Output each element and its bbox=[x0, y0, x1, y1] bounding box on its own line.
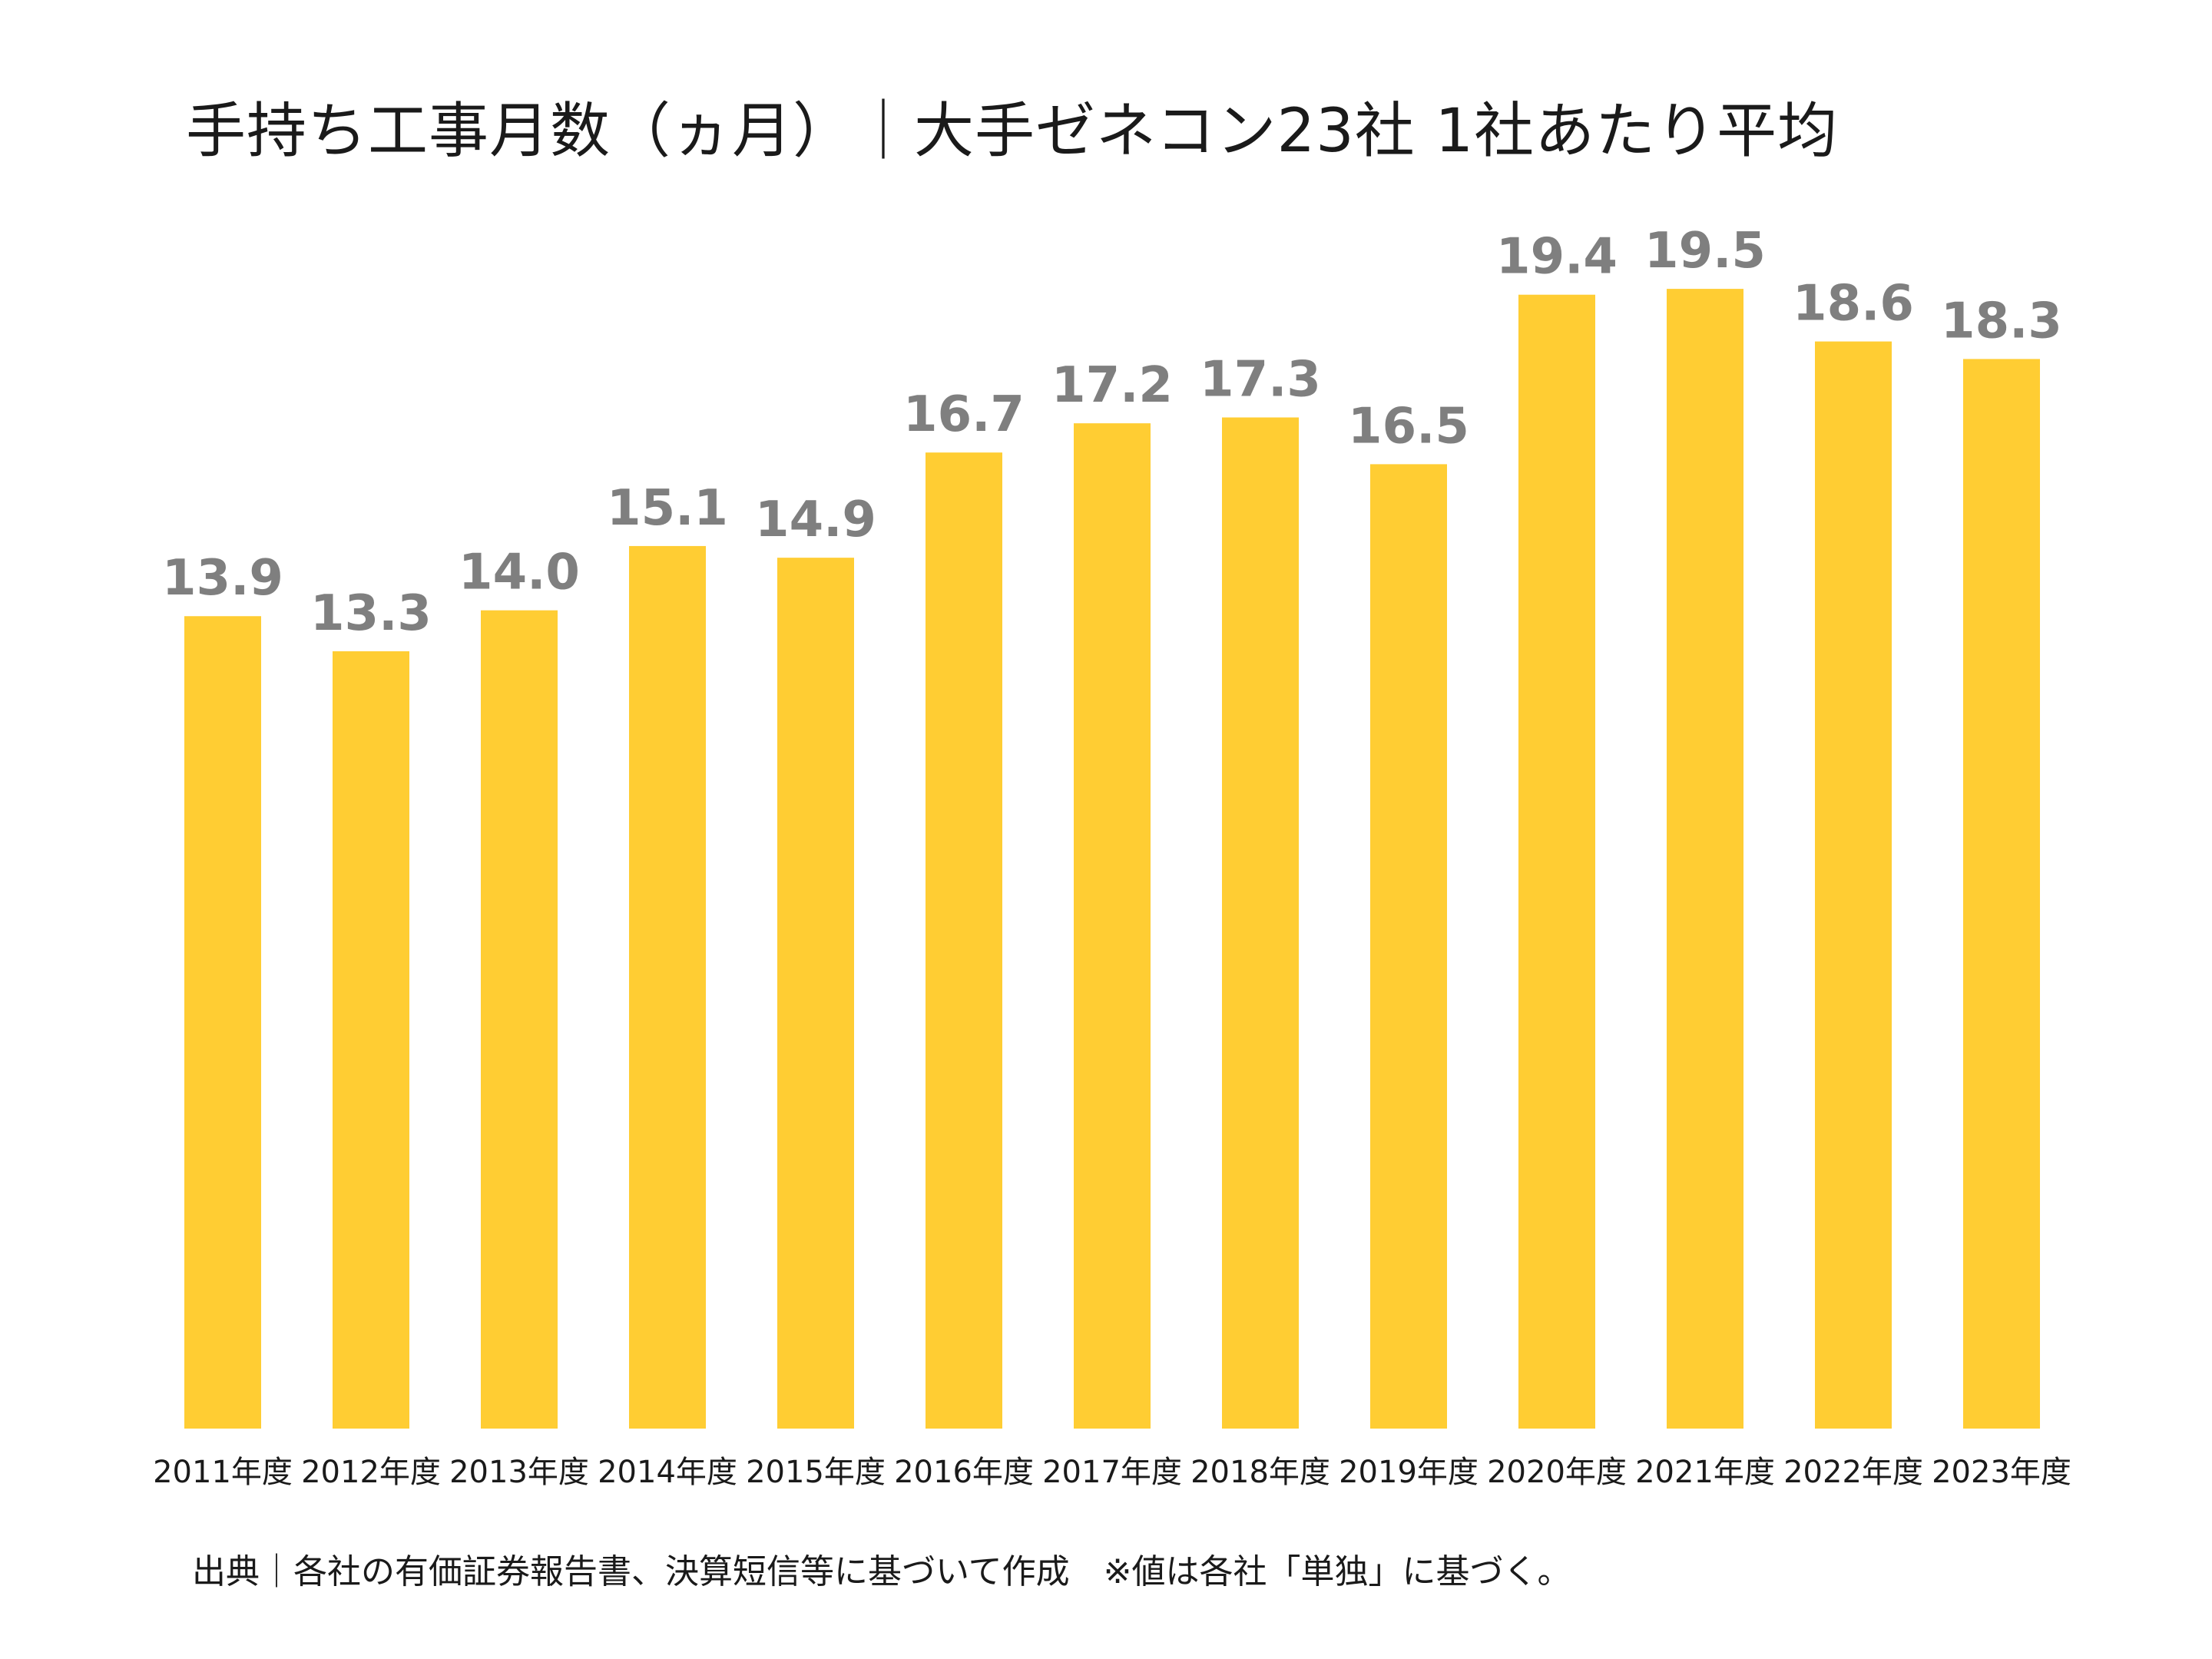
data-label: 18.6 bbox=[1793, 276, 1914, 333]
data-label: 14.9 bbox=[755, 492, 876, 548]
x-tick-label: 2011年度 bbox=[153, 1455, 293, 1490]
bar-2011年度 bbox=[184, 616, 261, 1429]
data-label: 17.2 bbox=[1051, 357, 1173, 414]
x-tick-label: 2022年度 bbox=[1783, 1455, 1923, 1490]
data-label: 14.0 bbox=[459, 545, 580, 601]
data-label: 16.7 bbox=[903, 386, 1025, 443]
x-tick-label: 2013年度 bbox=[449, 1455, 589, 1490]
data-label: 18.3 bbox=[1941, 293, 2062, 349]
bar-2021年度 bbox=[1667, 289, 1743, 1429]
data-label: 16.5 bbox=[1348, 398, 1469, 455]
bar-2023年度 bbox=[1963, 359, 2040, 1429]
x-tick-label: 2020年度 bbox=[1487, 1455, 1627, 1490]
bar-2013年度 bbox=[481, 610, 558, 1429]
chart-title: 手持ち工事月数（ヵ月）｜大手ゼネコン23社 1社あたり平均 bbox=[186, 97, 1839, 166]
bar-2014年度 bbox=[629, 545, 706, 1429]
x-tick-label: 2019年度 bbox=[1339, 1455, 1479, 1490]
x-tick-label: 2023年度 bbox=[1932, 1455, 2071, 1490]
x-tick-label: 2021年度 bbox=[1635, 1455, 1775, 1490]
bar-2018年度 bbox=[1222, 417, 1299, 1429]
data-label: 19.5 bbox=[1644, 223, 1766, 280]
data-label: 15.1 bbox=[607, 480, 728, 537]
bar-2015年度 bbox=[777, 558, 854, 1429]
bar-2017年度 bbox=[1074, 423, 1151, 1429]
x-tick-label: 2015年度 bbox=[746, 1455, 886, 1490]
data-label: 19.4 bbox=[1496, 229, 1618, 286]
bar-2016年度 bbox=[926, 452, 1002, 1429]
x-tick-label: 2014年度 bbox=[598, 1455, 737, 1490]
bar-2020年度 bbox=[1518, 294, 1595, 1429]
chart-footnote: 出典｜各社の有価証券報告書、決算短信等に基づいて作成 ※値は各社「単独」に基づく… bbox=[192, 1552, 1571, 1591]
bar-2022年度 bbox=[1815, 341, 1892, 1429]
x-tick-label: 2016年度 bbox=[894, 1455, 1034, 1490]
x-tick-label: 2012年度 bbox=[301, 1455, 441, 1490]
bar-2012年度 bbox=[333, 651, 409, 1429]
x-tick-label: 2017年度 bbox=[1042, 1455, 1182, 1490]
data-label: 13.9 bbox=[162, 550, 283, 607]
x-tick-label: 2018年度 bbox=[1190, 1455, 1330, 1490]
bar-2019年度 bbox=[1370, 464, 1447, 1429]
data-label: 13.3 bbox=[310, 585, 432, 642]
data-label: 17.3 bbox=[1200, 352, 1321, 409]
